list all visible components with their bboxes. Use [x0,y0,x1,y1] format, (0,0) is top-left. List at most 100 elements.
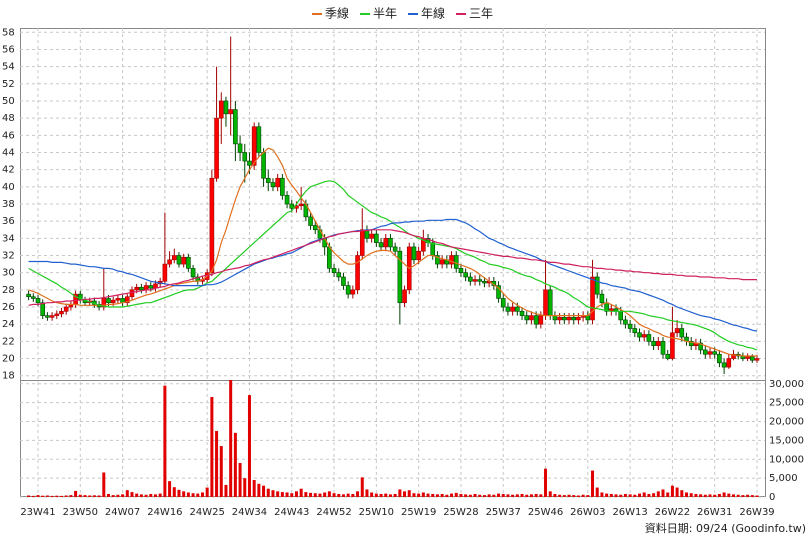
candle-body [754,358,760,361]
volume-bar [511,494,515,497]
y-tick-label: 40 [2,182,15,193]
y-tick-label: 28 [2,285,15,296]
candle-body [745,356,750,359]
volume-bar [539,494,543,497]
candle-body [449,255,454,265]
candle-body [557,317,562,321]
legend-label: 三年 [469,7,493,21]
candle-body [101,298,107,308]
volume-bar [280,492,284,497]
volume-bar [323,492,327,497]
y-tick-label: 50 [2,96,15,107]
volume-bar [135,493,139,497]
candle-body [265,177,271,183]
candle-body [453,255,459,269]
volume-bar [205,487,209,497]
volume-bar [454,492,458,497]
candle-body [703,349,708,355]
candle-body [500,298,506,308]
volume-bar [59,495,63,497]
x-tick-label: 24W34 [232,507,267,518]
candle-body [26,293,31,298]
candle-body [524,315,530,321]
volume-bar [619,494,623,497]
candle-body [59,311,64,315]
candle-body [275,177,280,188]
candle-body [571,317,577,321]
volume-bar [64,495,68,497]
volume-bar [365,489,369,497]
x-tick-label: 25W19 [401,507,436,518]
candle-body [223,100,229,115]
candle-body [472,279,478,282]
candle-body [63,306,69,312]
volume-bar [50,495,54,497]
candle-body [256,126,262,153]
volume-bar [548,491,552,497]
volume-bar [356,491,360,497]
volume-bar [229,380,233,497]
volume-bar [689,493,693,497]
candle-body [392,246,398,252]
volume-bar [736,494,740,497]
volume-bar [464,494,468,497]
candle-body [632,328,638,334]
y-tick-label: 32 [2,251,15,262]
volume-bar [633,494,637,497]
candle-body [143,285,149,291]
candle-body [374,233,379,243]
volume-bar [426,493,430,497]
candle-body [397,250,403,304]
candle-body [167,259,172,265]
volume-bar [224,484,228,497]
volume-bar [670,485,674,497]
x-tick-label: 24W52 [316,507,351,518]
candle-body [435,255,440,265]
footnote: 資料日期: 09/24 (Goodinfo.tw) [645,521,806,535]
ma-line [28,229,757,306]
candle-body [439,259,445,265]
x-tick-label: 24W07 [105,507,140,518]
candle-body [458,268,464,273]
candle-body [345,285,351,295]
volume-bar [215,430,219,497]
y-tick-label: 56 [2,44,15,55]
candle-body [284,195,290,205]
candle-body [641,334,647,338]
volume-bar [614,494,618,497]
volume-bar [727,493,731,497]
candle-body [402,289,407,304]
volume-bar [685,492,689,497]
volume-bar [163,385,167,497]
volume-bar [186,492,190,497]
volume-bar [572,495,576,497]
volume-bar [384,493,388,497]
candle-body [477,279,483,282]
volume-bar [421,492,425,497]
volume-bar [83,495,87,497]
volume-bar [243,478,247,497]
volume-bar [299,488,303,497]
volume-bar [520,493,524,497]
candle-body [562,317,567,321]
volume-bar [200,492,204,497]
volume-bar [177,489,181,497]
x-tick-label: 25W37 [486,507,521,518]
volume-bar [271,490,275,497]
volume-bar [647,493,651,497]
volume-bar [656,491,660,497]
candle-body [566,317,572,321]
volume-bar [487,494,491,497]
candle-body [660,341,666,355]
candle-body [237,143,243,153]
candle-body [359,229,365,256]
candle-body [510,306,515,312]
volume-bar [623,493,627,497]
volume-bar [276,491,280,497]
candle-body [124,296,130,304]
y-tick-label: 38 [2,199,15,210]
volume-bar [713,494,717,497]
candle-body [336,272,342,278]
y-tick-label: 22 [2,336,15,347]
volume-bar [482,495,486,497]
